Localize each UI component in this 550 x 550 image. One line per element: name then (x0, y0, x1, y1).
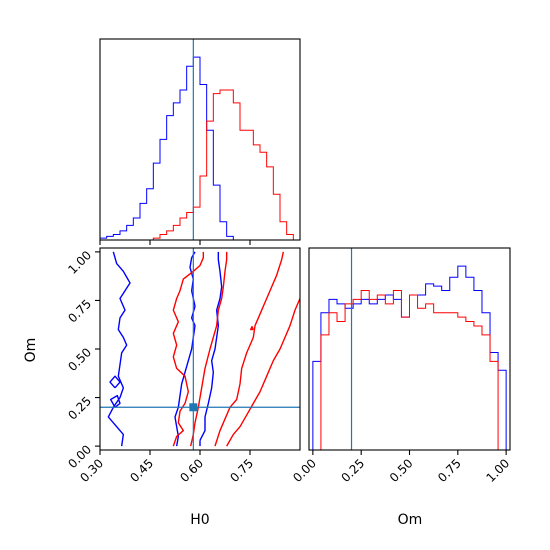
x-tick-label: 0.75 (435, 456, 464, 485)
y-tick-label: 0.50 (65, 345, 94, 374)
y-tick-label: 0.75 (65, 297, 94, 326)
histogram-series-0 (312, 265, 507, 450)
x-tick-label: 1.00 (483, 456, 512, 485)
x-tick-label: 0.50 (387, 456, 416, 485)
x-tick-label: 0.75 (227, 456, 256, 485)
x-tick-label: 0.45 (127, 456, 156, 485)
y-tick-label: 0.25 (65, 394, 94, 423)
contour-line-0-5 (199, 251, 223, 441)
panel-hist-h0 (99, 38, 301, 245)
contour-line-0-1 (109, 375, 121, 389)
contour-line-0-2 (109, 394, 121, 408)
panel-frame (99, 247, 301, 451)
y-tick-label: 1.00 (65, 248, 94, 277)
y-axis-label-om: Om (23, 338, 39, 363)
x-tick-label: 0.00 (290, 456, 319, 485)
contour-line-1-3 (226, 298, 300, 447)
truth-marker (189, 403, 198, 412)
x-tick-label: 0.60 (177, 456, 206, 485)
histogram-series-0 (100, 56, 300, 240)
contour-line-1-0 (172, 251, 205, 447)
contour-line-0-3 (174, 251, 196, 447)
panel-hist-om: 0.00 0.25 0.50 0.75 1.00 (290, 247, 512, 485)
histogram-series-1 (312, 290, 507, 450)
histogram-series-1 (100, 89, 300, 240)
contour-line-1-2 (214, 251, 285, 447)
x-tick-label: 0.25 (339, 456, 368, 485)
panel-frame (308, 247, 511, 451)
x-axis-label-h0: H0 (190, 512, 209, 528)
contour-line-1-1 (189, 251, 228, 447)
contour-line-1-4 (249, 325, 254, 331)
panel-contour-h0-om: 0.30 0.45 0.60 0.750.000.250.500.751.00 (65, 247, 301, 485)
x-axis-label-om: Om (398, 512, 423, 528)
contour-line-0-0 (107, 251, 131, 447)
